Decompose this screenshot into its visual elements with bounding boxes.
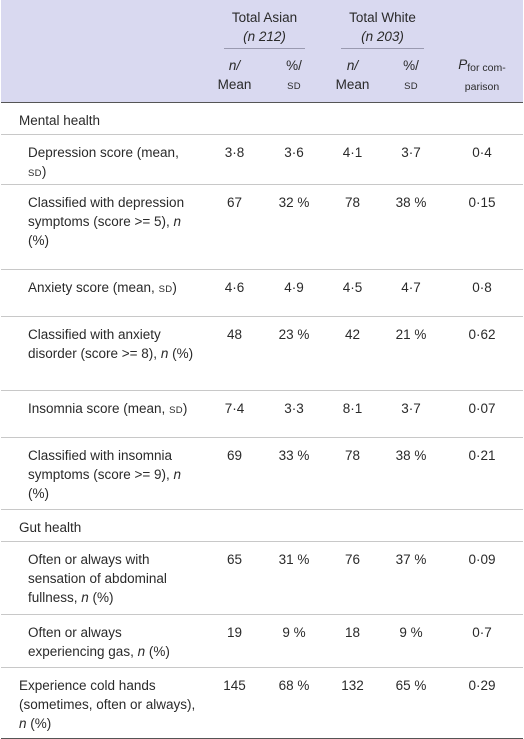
cell-asian-pct: 4·9 [264, 269, 325, 317]
header-blank-p [441, 0, 523, 50]
table-row: Classified with insomnia symptoms (score… [1, 437, 524, 510]
cell-white-pct: 9 % [381, 614, 442, 668]
cell-p-value: 0·8 [441, 269, 524, 317]
cell-asian-n: 65 [205, 541, 264, 615]
row-label: Depression score (mean, SD) [1, 134, 205, 185]
cell-p-value: 0·07 [441, 390, 524, 438]
col-header-asian-pct-sd: %/ SD [286, 58, 302, 92]
group-white-n: (n 203) [361, 29, 404, 44]
cell-white-n: 76 [324, 541, 382, 615]
p-subscript: for com-parison [464, 62, 506, 93]
row-label: Experience cold hands (sometimes, often … [1, 667, 205, 739]
cell-asian-pct: 9 % [264, 614, 325, 668]
cell-white-n: 78 [324, 184, 382, 270]
group-asian-label: Total Asian [231, 10, 298, 25]
table-row: Experience cold hands (sometimes, often … [1, 667, 524, 739]
cell-asian-n: 4·6 [205, 269, 264, 317]
cell-p-value: 0·7 [441, 614, 524, 668]
cell-white-n: 132 [324, 667, 382, 739]
table-header: Total Asian (n 212) Total White (n 203) … [1, 0, 524, 102]
cell-white-pct: 3·7 [381, 134, 442, 185]
cell-white-pct: 3·7 [381, 390, 442, 438]
table-row: Often or always with sensation of abdomi… [1, 541, 524, 615]
cell-asian-pct: 23 % [264, 316, 325, 391]
section-row: Mental health [1, 102, 524, 135]
section-label: Mental health [1, 102, 524, 135]
row-label: Insomnia score (mean, SD) [1, 390, 205, 438]
cell-white-n: 18 [324, 614, 382, 668]
table-row: Often or always experiencing gas, n (%) 1… [1, 614, 524, 668]
table-row: Insomnia score (mean, SD) 7·4 3·3 8·1 3·7 0·0… [1, 390, 524, 438]
cell-asian-pct: 68 % [264, 667, 325, 739]
cell-asian-pct: 3·6 [264, 134, 325, 185]
table-row: Anxiety score (mean, SD) 4·6 4·9 4·5 4·7 0·8 [1, 269, 524, 317]
row-label: Often or always with sensation of abdomi… [1, 541, 205, 615]
cell-asian-n: 3·8 [205, 134, 264, 185]
col-header-p-value: Pfor com-parison [441, 50, 523, 102]
cell-white-n: 42 [324, 316, 382, 391]
table-row: Depression score (mean, SD) 3·8 3·6 4·1 3·7 0… [1, 134, 524, 185]
cell-p-value: 0·09 [441, 541, 524, 615]
group-white-label: Total White [349, 10, 416, 25]
group-header-asian: Total Asian (n 212) [205, 0, 324, 50]
cell-white-pct: 65 % [381, 667, 442, 739]
group-asian-n: (n 212) [243, 29, 286, 44]
row-label: Anxiety score (mean, SD) [1, 269, 205, 317]
table-row: Classified with anxiety disorder (score … [1, 316, 524, 391]
col-header-asian-n-mean: n/ Mean [217, 58, 252, 92]
cell-p-value: 0·4 [441, 134, 524, 185]
cell-p-value: 0·21 [441, 437, 524, 510]
cell-asian-n: 67 [205, 184, 264, 270]
header-label-col [1, 50, 205, 102]
cell-asian-n: 19 [205, 614, 264, 668]
cell-asian-n: 48 [205, 316, 264, 391]
cell-white-pct: 21 % [381, 316, 442, 391]
p-symbol: P [458, 57, 468, 72]
row-label: Classified with insomnia symptoms (score… [1, 437, 205, 510]
section-row: Gut health [1, 509, 524, 542]
cell-p-value: 0·62 [441, 316, 524, 391]
cell-white-n: 78 [324, 437, 382, 510]
cell-white-pct: 4·7 [381, 269, 442, 317]
cell-asian-n: 69 [205, 437, 264, 510]
cell-white-n: 4·1 [324, 134, 382, 185]
cell-white-n: 8·1 [324, 390, 382, 438]
section-label: Gut health [1, 509, 524, 542]
group-header-white: Total White (n 203) [324, 0, 441, 50]
table-row: Classified with depression symptoms (sco… [1, 184, 524, 270]
cell-p-value: 0·15 [441, 184, 524, 270]
col-header-white-n-mean: n/ Mean [335, 58, 370, 92]
row-label: Classified with anxiety disorder (score … [1, 316, 205, 391]
row-label: Often or always experiencing gas, n (%) [1, 614, 205, 668]
cell-white-n: 4·5 [324, 269, 382, 317]
header-blank [1, 0, 205, 50]
col-header-white-pct-sd: %/ SD [403, 58, 419, 92]
cell-white-pct: 38 % [381, 184, 442, 270]
cell-white-pct: 38 % [381, 437, 442, 510]
cell-asian-pct: 33 % [264, 437, 325, 510]
cell-p-value: 0·29 [441, 667, 524, 739]
cell-asian-pct: 31 % [264, 541, 325, 615]
cell-asian-n: 145 [205, 667, 264, 739]
table-body: Mental health Depression score (mean, SD)… [1, 102, 524, 739]
cell-white-pct: 37 % [381, 541, 442, 615]
row-label: Classified with depression symptoms (sco… [1, 184, 205, 270]
cell-asian-pct: 32 % [264, 184, 325, 270]
cell-asian-pct: 3·3 [264, 390, 325, 438]
cell-asian-n: 7·4 [205, 390, 264, 438]
